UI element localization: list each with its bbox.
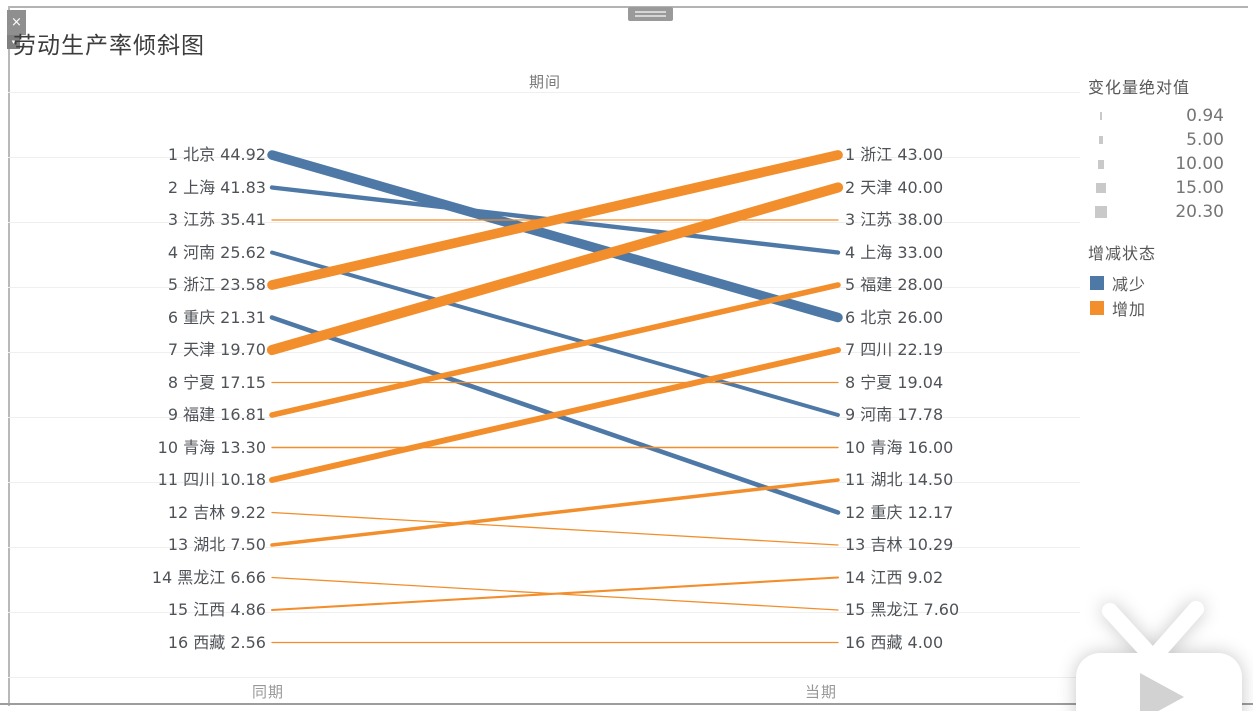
- right-row-label: 10 青海 16.00: [845, 437, 954, 457]
- gridline: [8, 547, 1080, 548]
- top-axis-label: 期间: [528, 73, 561, 91]
- size-legend-value: 5.00: [1186, 130, 1224, 150]
- left-row-label: 1 北京 44.92: [167, 145, 266, 164]
- right-row-label: 12 重庆 12.17: [845, 502, 954, 522]
- close-icon[interactable]: ×: [7, 10, 26, 35]
- left-row-label: 2 上海 41.83: [167, 177, 266, 197]
- status-legend: 减少 增加: [1088, 270, 1246, 320]
- left-row-label: 15 江西 4.86: [167, 600, 266, 619]
- left-row-label: 8 宁夏 17.15: [167, 372, 266, 392]
- slope-line[interactable]: [266, 182, 844, 356]
- slope-line[interactable]: [269, 347, 841, 483]
- slope-line[interactable]: [270, 250, 840, 417]
- size-legend-item[interactable]: 0.94: [1088, 104, 1246, 128]
- size-legend-value: 15.00: [1175, 178, 1224, 198]
- size-legend-item[interactable]: 5.00: [1088, 128, 1246, 152]
- left-row-label: 16 西藏 2.56: [167, 632, 266, 652]
- size-swatch-icon: [1096, 183, 1106, 193]
- status-legend-item-decrease[interactable]: 减少: [1088, 270, 1246, 295]
- status-legend-item-increase[interactable]: 增加: [1088, 295, 1246, 320]
- color-swatch-icon: [1090, 300, 1104, 315]
- gridline: [8, 287, 1080, 288]
- color-swatch-icon: [1090, 275, 1104, 290]
- size-swatch-icon: [1099, 136, 1103, 144]
- size-legend-value: 0.94: [1186, 106, 1224, 126]
- slope-line[interactable]: [267, 150, 843, 323]
- size-swatch-icon: [1094, 206, 1108, 218]
- drag-handle[interactable]: [628, 7, 673, 21]
- left-row-label: 10 青海 13.30: [157, 437, 266, 457]
- left-row-label: 12 吉林 9.22: [167, 502, 266, 522]
- slope-line[interactable]: [270, 478, 840, 547]
- left-row-label: 3 江苏 35.41: [167, 210, 266, 229]
- right-row-label: 4 上海 33.00: [845, 242, 944, 262]
- left-row-label: 6 重庆 21.31: [167, 307, 266, 327]
- right-row-label: 3 江苏 38.00: [845, 210, 944, 229]
- right-row-label: 14 江西 9.02: [845, 567, 944, 587]
- gridline: [8, 677, 1080, 678]
- right-row-label: 2 天津 40.00: [845, 177, 944, 197]
- slope-line[interactable]: [269, 282, 841, 418]
- size-legend-item[interactable]: 20.30: [1088, 200, 1246, 224]
- left-row-label: 13 湖北 7.50: [167, 535, 266, 554]
- column-label-right: 当期: [805, 683, 838, 701]
- right-row-label: 15 黑龙江 7.60: [845, 600, 960, 619]
- left-row-label: 11 四川 10.18: [157, 470, 266, 489]
- status-legend-label: 减少: [1112, 274, 1147, 294]
- left-row-label: 9 福建 16.81: [167, 405, 266, 424]
- right-row-label: 16 西藏 4.00: [845, 632, 944, 652]
- gridline: [8, 612, 1080, 613]
- window-border-left: [8, 6, 10, 706]
- legend-panel: 变化量绝对值 0.94 5.00 10.00 15.00 20.30 增减状态 减少增加: [1088, 74, 1246, 320]
- gridline: [8, 482, 1080, 483]
- window-border-bottom: [0, 703, 1253, 705]
- play-icon: [1140, 673, 1184, 711]
- video-play-watermark[interactable]: [1068, 597, 1253, 711]
- tv-body: [1076, 653, 1242, 711]
- right-row-label: 9 河南 17.78: [845, 405, 944, 424]
- slope-line[interactable]: [267, 150, 843, 290]
- slope-line[interactable]: [271, 511, 839, 546]
- right-row-label: 5 福建 28.00: [845, 275, 944, 294]
- size-legend-item[interactable]: 10.00: [1088, 152, 1246, 176]
- right-row-label: 11 湖北 14.50: [845, 470, 954, 489]
- right-row-label: 8 宁夏 19.04: [845, 372, 944, 392]
- size-legend-item[interactable]: 15.00: [1088, 176, 1246, 200]
- size-legend-title: 变化量绝对值: [1088, 78, 1191, 97]
- page-title: 劳动生产率倾斜图: [13, 33, 205, 59]
- left-row-label: 7 天津 19.70: [167, 340, 266, 359]
- chevron-down-icon[interactable]: ▾: [7, 35, 20, 49]
- gridline: [8, 157, 1080, 158]
- gridline: [8, 92, 1080, 93]
- left-row-label: 5 浙江 23.58: [167, 275, 266, 294]
- left-row-label: 4 河南 25.62: [167, 242, 266, 262]
- size-swatch-icon: [1097, 159, 1105, 169]
- slope-line[interactable]: [270, 576, 840, 612]
- size-legend: 0.94 5.00 10.00 15.00 20.30: [1088, 104, 1246, 224]
- right-row-label: 1 浙江 43.00: [845, 145, 944, 164]
- right-row-label: 6 北京 26.00: [845, 307, 944, 327]
- status-legend-title: 增减状态: [1088, 244, 1157, 263]
- left-row-label: 14 黑龙江 6.66: [151, 567, 266, 587]
- size-legend-value: 20.30: [1175, 202, 1224, 222]
- size-swatch-icon: [1100, 112, 1102, 120]
- column-label-left: 同期: [252, 683, 285, 701]
- tv-antenna-icon: [1102, 601, 1204, 667]
- status-legend-label: 增加: [1112, 299, 1147, 319]
- right-row-label: 7 四川 22.19: [845, 340, 944, 359]
- size-legend-value: 10.00: [1175, 154, 1224, 174]
- right-row-label: 13 吉林 10.29: [845, 535, 954, 554]
